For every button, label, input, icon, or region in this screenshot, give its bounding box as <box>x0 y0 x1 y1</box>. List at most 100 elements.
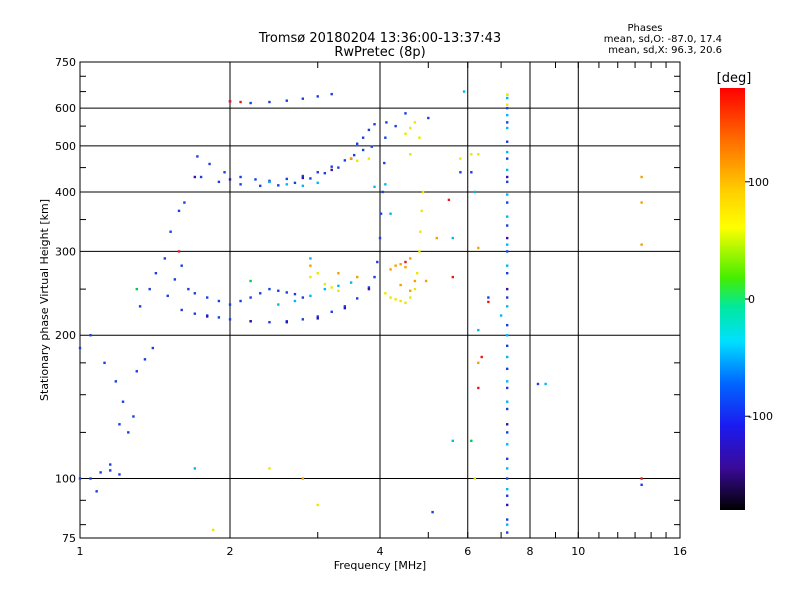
data-point <box>180 308 183 312</box>
chart-title: Tromsø 20180204 13:36:00-13:37:43 <box>258 31 501 46</box>
data-point <box>505 113 509 117</box>
data-point <box>239 183 242 186</box>
data-point <box>418 250 421 253</box>
data-point <box>505 236 509 240</box>
data-point <box>277 184 280 187</box>
data-point <box>505 224 509 227</box>
data-point <box>114 380 118 383</box>
data-point <box>309 264 312 267</box>
y-tick-label: 75 <box>62 532 76 545</box>
data-point <box>135 287 138 291</box>
data-point <box>228 303 232 306</box>
x-tick-label: 8 <box>527 545 534 558</box>
data-point <box>505 106 509 110</box>
data-point <box>462 90 466 93</box>
data-point <box>316 171 319 174</box>
data-point <box>536 382 540 386</box>
data-point <box>640 477 643 480</box>
data-point <box>109 469 112 472</box>
data-point <box>505 250 509 253</box>
data-point <box>316 503 319 507</box>
x-tick-label: 4 <box>377 545 384 558</box>
data-point <box>316 317 319 320</box>
data-point <box>285 291 288 294</box>
data-point <box>451 439 455 443</box>
data-point <box>404 260 407 264</box>
data-point <box>163 257 167 260</box>
data-point <box>505 103 509 106</box>
data-point <box>544 382 547 386</box>
data-point <box>78 477 82 480</box>
data-point <box>367 157 371 160</box>
data-point <box>330 92 333 96</box>
data-point <box>505 400 509 403</box>
data-point <box>180 264 183 267</box>
data-point <box>109 463 112 466</box>
data-point <box>193 292 197 295</box>
data-point <box>95 490 98 493</box>
data-point <box>381 190 384 194</box>
data-point <box>505 243 509 246</box>
data-point <box>316 181 319 185</box>
data-point <box>505 150 509 154</box>
data-point <box>505 287 509 291</box>
data-point <box>177 209 181 213</box>
data-point <box>343 305 347 308</box>
data-point <box>505 344 509 348</box>
data-point <box>420 209 423 213</box>
data-point <box>135 370 138 373</box>
x-tick-label: 1 <box>77 545 84 558</box>
data-point <box>166 294 169 298</box>
data-point <box>309 294 312 298</box>
data-point <box>505 272 509 275</box>
data-point <box>473 190 477 194</box>
data-point <box>228 178 232 181</box>
data-point <box>505 215 509 218</box>
data-point <box>373 123 376 126</box>
data-point <box>404 265 407 269</box>
data-point <box>505 431 509 434</box>
data-point <box>384 136 387 139</box>
data-point <box>99 471 102 474</box>
data-point <box>505 296 509 299</box>
data-point <box>505 168 509 172</box>
y-tick-label: 200 <box>55 329 76 342</box>
data-point <box>499 314 503 317</box>
data-point <box>505 323 509 327</box>
data-point <box>413 287 417 291</box>
data-point <box>89 334 92 337</box>
data-point <box>259 292 262 295</box>
data-point <box>239 100 242 104</box>
data-point <box>127 431 130 434</box>
x-tick-label: 16 <box>673 545 687 558</box>
data-point <box>301 318 305 321</box>
data-point <box>451 236 455 240</box>
data-point <box>361 136 365 139</box>
data-point <box>505 355 509 359</box>
data-point <box>217 316 221 319</box>
data-point <box>285 177 288 181</box>
data-point <box>187 287 190 291</box>
data-point <box>505 180 509 184</box>
data-point <box>505 157 509 160</box>
data-point <box>640 243 643 246</box>
data-point <box>268 321 271 324</box>
y-tick-label: 300 <box>55 245 76 258</box>
data-point <box>413 121 417 124</box>
data-point <box>384 183 387 186</box>
data-point <box>151 346 155 350</box>
colorbar-tick-label: -100 <box>748 410 773 423</box>
data-point <box>505 193 509 196</box>
data-point <box>383 161 386 165</box>
data-point <box>330 165 333 168</box>
data-point <box>343 306 347 310</box>
data-point <box>404 112 407 115</box>
data-point <box>337 272 340 275</box>
data-point <box>505 175 509 179</box>
data-point <box>78 346 82 350</box>
data-point <box>355 142 359 145</box>
data-point <box>373 275 376 279</box>
data-point <box>330 310 333 314</box>
data-point <box>385 121 388 124</box>
